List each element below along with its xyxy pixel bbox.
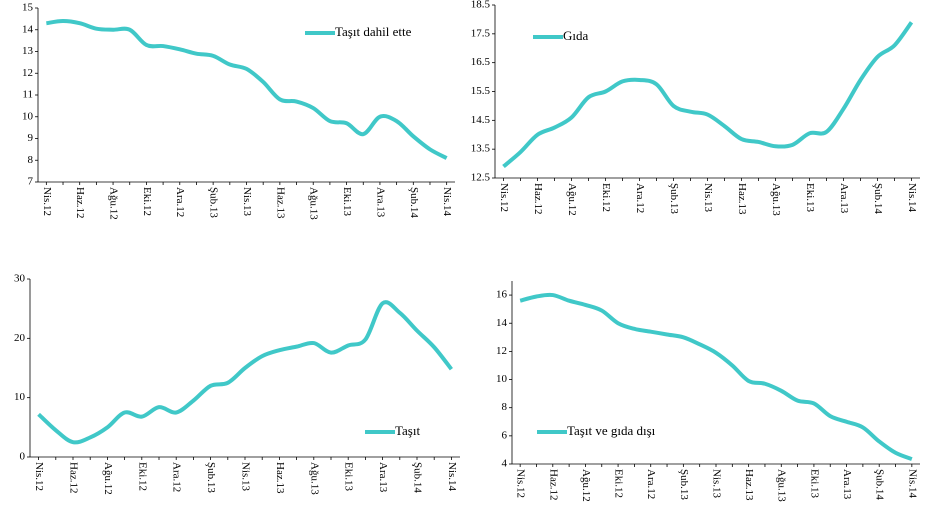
- x-tick-label: Eki.12: [600, 183, 612, 212]
- x-tick-label: Ara.12: [634, 183, 646, 213]
- x-tick-label: Ara.12: [171, 462, 183, 492]
- y-tick-label: 14: [496, 317, 508, 329]
- x-tick-label: Ara.13: [374, 187, 386, 218]
- y-tick-label: 13.5: [471, 143, 491, 155]
- y-tick-label: 0: [20, 451, 26, 463]
- x-tick-label: Şub.13: [668, 183, 680, 214]
- x-tick-label: Nis.12: [498, 183, 510, 212]
- x-tick-label: Şub.14: [872, 183, 884, 214]
- x-tick-label: Ağu.13: [770, 183, 782, 216]
- y-tick-label: 7: [28, 176, 34, 188]
- x-tick-label: Nis.13: [239, 462, 251, 492]
- x-tick-label: Nis.13: [710, 469, 722, 499]
- x-tick-label: Ara.13: [377, 462, 389, 493]
- x-tick-label: Ağu.13: [776, 469, 788, 502]
- x-tick-label: Haz.12: [74, 187, 86, 218]
- series-line: [519, 292, 913, 461]
- x-tick-label: Nis.12: [33, 462, 45, 491]
- legend-label: Taşıt: [395, 423, 420, 438]
- y-tick-label: 14: [22, 23, 34, 35]
- x-tick-label: Nis.14: [441, 187, 453, 217]
- x-tick-label: Eki.12: [613, 469, 625, 498]
- y-tick-label: 8: [28, 154, 34, 166]
- x-tick-label: Nis.12: [515, 469, 527, 498]
- x-tick-label: Eki.12: [141, 187, 153, 216]
- x-tick-label: Nis.12: [41, 187, 53, 216]
- y-tick-label: 17.5: [471, 27, 491, 39]
- y-tick-label: 9: [28, 132, 34, 144]
- x-tick-label: Ağu.12: [580, 469, 592, 502]
- x-tick-label: Şub.14: [874, 469, 886, 500]
- x-tick-label: Eki.12: [136, 462, 148, 491]
- series-line: [502, 21, 914, 168]
- y-tick-label: 10: [22, 110, 34, 122]
- x-tick-label: Haz.13: [274, 187, 286, 219]
- x-tick-label: Nis.14: [446, 462, 458, 492]
- x-tick-label: Nis.14: [906, 183, 918, 213]
- y-tick-label: 30: [14, 273, 26, 285]
- y-tick-label: 10: [496, 373, 508, 385]
- x-tick-label: Şub.13: [208, 187, 220, 218]
- y-tick-label: 15.5: [471, 85, 491, 97]
- y-tick-label: 6: [502, 429, 508, 441]
- legend-label: Taşıt dahil ette: [335, 24, 412, 39]
- y-tick-label: 20: [14, 332, 26, 344]
- x-tick-label: Haz.13: [743, 469, 755, 501]
- y-tick-label: 15: [22, 2, 34, 14]
- x-tick-label: Ağu.13: [308, 187, 320, 220]
- y-tick-label: 4: [502, 458, 508, 470]
- series-line: [37, 300, 453, 445]
- x-tick-label: Haz.12: [532, 183, 544, 214]
- x-tick-label: Haz.12: [67, 462, 79, 493]
- y-tick-label: 12: [22, 67, 33, 79]
- x-tick-label: Şub.13: [678, 469, 690, 500]
- x-tick-label: Şub.13: [205, 462, 217, 493]
- x-tick-label: Eki.13: [343, 462, 355, 492]
- legend-label: Gıda: [563, 28, 589, 43]
- y-tick-label: 12: [496, 345, 507, 357]
- x-tick-label: Nis.13: [241, 187, 253, 217]
- x-tick-label: Ara.13: [838, 183, 850, 214]
- x-tick-label: Ara.13: [841, 469, 853, 500]
- x-tick-label: Ağu.13: [308, 462, 320, 495]
- x-tick-label: Haz.12: [547, 469, 559, 500]
- y-tick-label: 18.5: [471, 0, 491, 11]
- x-tick-label: Nis.14: [906, 469, 918, 499]
- x-tick-label: Ara.12: [174, 187, 186, 217]
- x-tick-label: Ağu.12: [102, 462, 114, 495]
- x-tick-label: Ara.12: [645, 469, 657, 499]
- series-line: [46, 19, 448, 160]
- x-tick-label: Haz.13: [736, 183, 748, 215]
- y-tick-label: 14.5: [471, 114, 491, 126]
- y-tick-label: 12.5: [471, 172, 491, 184]
- x-tick-label: Nis.13: [702, 183, 714, 213]
- y-tick-label: 11: [22, 89, 33, 101]
- y-tick-label: 13: [22, 45, 34, 57]
- y-tick-label: 16.5: [471, 56, 491, 68]
- x-tick-label: Şub.14: [411, 462, 423, 493]
- x-tick-label: Ağu.12: [566, 183, 578, 216]
- x-tick-label: Eki.13: [808, 469, 820, 499]
- x-tick-label: Haz.13: [274, 462, 286, 494]
- x-tick-label: Eki.13: [804, 183, 816, 213]
- y-tick-label: 16: [496, 289, 508, 301]
- y-tick-label: 8: [502, 401, 508, 413]
- x-tick-label: Şub.14: [408, 187, 420, 218]
- x-tick-label: Ağu.12: [108, 187, 120, 220]
- y-tick-label: 10: [14, 391, 26, 403]
- legend-label: Taşıt ve gıda dışı: [567, 423, 656, 438]
- x-tick-label: Eki.13: [341, 187, 353, 217]
